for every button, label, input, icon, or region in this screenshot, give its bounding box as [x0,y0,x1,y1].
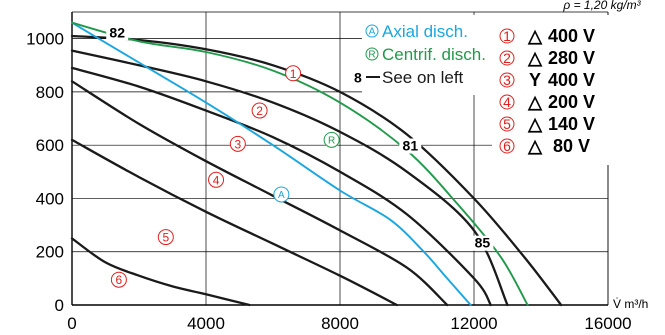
voltage-num-3: 3 [503,72,511,88]
curve-marker-5: 5 [157,229,174,246]
curve-marker-circle [157,229,174,246]
voltage-sym-6: △ [527,136,543,156]
curve-markers: 1 2 3 4 5 6 A R [110,65,340,288]
voltage-row-6: 6 △ 80 V [499,136,590,156]
legend-centrif-symbol: R [368,50,375,61]
voltage-table: 1 △ 400 V 2 △ 280 V 3 Y 400 V 4 △ 200 V … [492,15,610,165]
curve-marker-label: A [278,190,285,201]
series-line-8 [71,21,529,306]
voltage-row-1: 1 △ 400 V [499,26,595,46]
voltage-num-5: 5 [503,116,511,132]
legend-see-left: See on left [366,68,464,87]
series-line-3 [70,66,492,307]
x-tick-label: 16000 [584,314,631,333]
x-tick-label: 12000 [450,314,497,333]
y-tick-label: 600 [36,136,64,155]
curve-marker-6: 6 [110,271,127,288]
curve-marker-circle [110,271,127,288]
curve-marker-label: 6 [116,273,123,287]
curve-marker-label: 3 [234,137,241,151]
y-tick-label: 1000 [26,30,64,49]
series-lines [70,21,563,307]
curve-marker-circle [229,135,246,152]
curve-marker-A: A [273,186,290,203]
y-tick-label: 0 [55,296,64,315]
x-tick-label: 0 [67,314,76,333]
voltage-value-5: 140 V [548,114,595,134]
x-tick-label: 4000 [187,314,225,333]
voltage-num-6: 6 [503,138,511,154]
axes: 0 4000 8000 12000 16000 0 200 400 600 800 1000 [26,30,631,333]
curve-marker-label: R [328,135,335,146]
voltage-value-2: 280 V [548,48,595,68]
efficiency-label-bg [471,235,494,251]
efficiency-label: 82 [109,24,125,40]
curve-marker-circle [208,171,225,188]
legend-axial-label: Axial disch. [382,22,468,41]
series-line-6 [70,237,251,307]
legend-centrif-label: Centrif. disch. [382,45,486,64]
voltage-row-3: 3 Y 400 V [499,70,595,90]
legend-axial-symbol: A [369,27,376,38]
voltage-sym-1: △ [527,26,543,46]
curve-marker-circle [273,186,290,203]
voltage-num-1: 1 [503,28,511,44]
series-line-5 [70,138,399,307]
curve-marker-2: 2 [251,102,268,119]
y-tick-label: 400 [36,189,64,208]
curve-marker-label: 2 [256,104,263,118]
voltage-row-4: 4 △ 200 V [499,92,595,112]
curve-marker-3: 3 [229,135,246,152]
series-line-1 [70,34,563,307]
voltage-sym-2: △ [527,48,543,68]
voltage-row-5: 5 △ 140 V [499,114,595,134]
curve-marker-4: 4 [208,171,225,188]
curve-marker-circle [323,131,340,148]
curve-marker-1: 1 [285,65,302,82]
legend: A Axial disch. R Centrif. disch. See on … [362,15,492,95]
voltage-sym-3: Y [529,70,541,90]
voltage-row-2: 2 △ 280 V [499,48,595,68]
x-unit-label: V̇ m³/h [613,297,648,311]
voltage-value-4: 200 V [548,92,595,112]
y-tick-label: 800 [36,83,64,102]
x-tick-label: 8000 [321,314,359,333]
voltage-value-3: 400 V [548,70,595,90]
curve-marker-R: R [323,131,340,148]
efficiency-label-bg [399,138,422,154]
series-line-4 [70,80,449,307]
legend-centrif: R Centrif. disch. [365,45,486,64]
series-line-7 [71,21,472,306]
curve-marker-label: 1 [290,67,297,81]
legend-see-left-label: See on left [382,68,464,87]
efficiency-label-bg [106,25,129,41]
voltage-num-2: 2 [503,50,511,66]
efficiency-label: 81 [403,138,419,154]
legend-axial: A Axial disch. [365,22,468,41]
voltage-num-4: 4 [503,94,511,110]
curve-marker-label: 5 [162,231,169,245]
voltage-value-1: 400 V [548,26,595,46]
curve-marker-label: 4 [213,173,220,187]
density-note: ρ = 1,20 kg/m³ [562,0,641,12]
voltage-sym-5: △ [527,114,543,134]
curve-marker-circle [251,102,268,119]
voltage-sym-4: △ [527,92,543,112]
voltage-value-6: 80 V [548,136,590,156]
curve-marker-circle [285,65,302,82]
efficiency-label: 85 [475,235,491,251]
y-tick-label: 200 [36,243,64,262]
